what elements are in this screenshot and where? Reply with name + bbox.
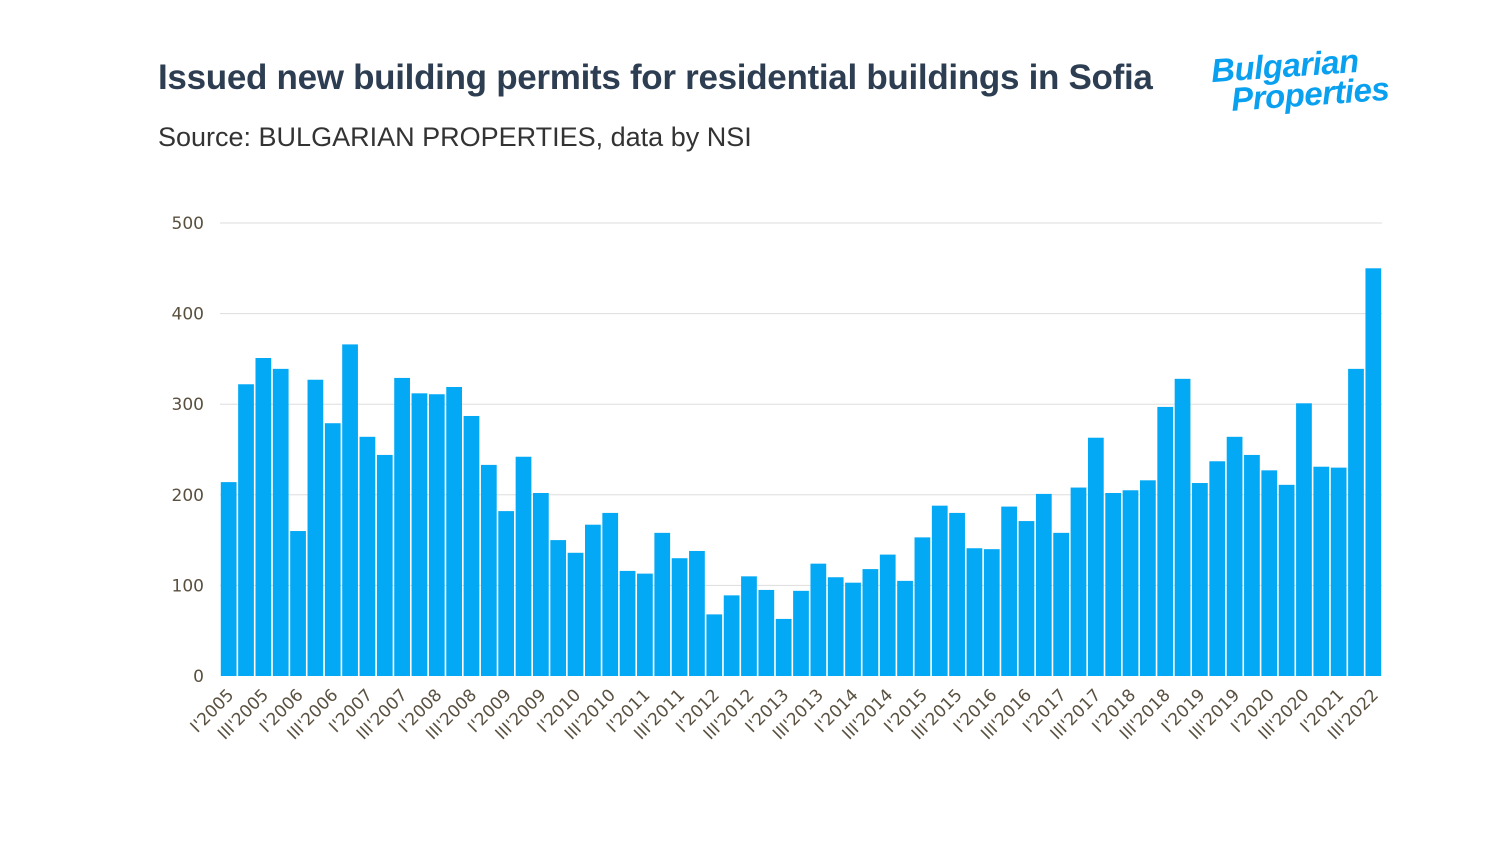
- bar: [671, 558, 688, 676]
- bar: [376, 454, 393, 676]
- bar: [775, 618, 792, 676]
- bar: [1070, 487, 1087, 676]
- bar: [1053, 532, 1070, 676]
- bar: [428, 394, 445, 676]
- bar: [810, 563, 827, 676]
- bar: [498, 511, 515, 676]
- bar: [238, 384, 254, 676]
- y-tick-label: 0: [193, 667, 204, 687]
- bar: [1035, 493, 1052, 676]
- bar: [689, 550, 705, 676]
- bar: [949, 512, 965, 676]
- bar: [1001, 506, 1017, 676]
- bar: [1261, 470, 1278, 676]
- bar: [463, 415, 480, 676]
- bar: [550, 540, 567, 676]
- bar: [914, 537, 931, 676]
- bar: [1330, 467, 1347, 676]
- bar: [723, 595, 740, 676]
- bar: [879, 554, 896, 676]
- bar: [446, 386, 463, 676]
- bar: [983, 549, 1000, 676]
- bar: [255, 357, 272, 676]
- bar: [897, 580, 913, 676]
- y-tick-label: 400: [172, 305, 204, 325]
- bar: [359, 436, 376, 676]
- bar: [966, 548, 983, 676]
- bar: [532, 492, 549, 676]
- bar: [827, 577, 844, 676]
- bar: [342, 344, 358, 676]
- bar: [272, 368, 289, 676]
- bar: [1018, 521, 1035, 676]
- bar: [1313, 466, 1330, 676]
- bar: [931, 505, 948, 676]
- bar: [845, 582, 861, 676]
- bar: [307, 379, 324, 676]
- y-tick-label: 300: [172, 395, 204, 415]
- bar: [1174, 378, 1191, 676]
- bar: [394, 377, 410, 676]
- bar: [1365, 268, 1382, 676]
- bar: [654, 532, 671, 676]
- bar: [1087, 437, 1104, 676]
- chart-subtitle: Source: BULGARIAN PROPERTIES, data by NS…: [158, 122, 752, 152]
- bar: [1244, 454, 1260, 676]
- bar: [290, 531, 306, 676]
- bar: [1296, 403, 1312, 676]
- bar: [1226, 436, 1243, 676]
- chart-title: Issued new building permits for resident…: [158, 58, 1153, 97]
- bar: [567, 552, 584, 676]
- bar: [324, 423, 341, 676]
- bar: [220, 482, 237, 676]
- bar: [1105, 492, 1122, 676]
- bar: [706, 614, 723, 676]
- bar: [480, 464, 497, 676]
- bar: [411, 393, 428, 676]
- bar: [1348, 368, 1364, 676]
- bar: [862, 569, 879, 676]
- bar: [637, 573, 653, 676]
- y-tick-label: 100: [172, 576, 204, 596]
- bar: [1139, 480, 1156, 676]
- bar: [741, 576, 757, 676]
- y-tick-label: 200: [172, 486, 204, 506]
- bar: [585, 524, 601, 676]
- bar: [1192, 483, 1208, 676]
- bar: [1157, 406, 1174, 676]
- bar: [793, 590, 809, 676]
- bar: [1278, 484, 1295, 676]
- y-tick-label: 500: [172, 214, 204, 234]
- bar: [758, 589, 775, 676]
- bar: [1209, 461, 1226, 676]
- bar: [515, 456, 532, 676]
- bar: [602, 512, 619, 676]
- bar: [619, 570, 636, 676]
- bar: [1122, 490, 1139, 676]
